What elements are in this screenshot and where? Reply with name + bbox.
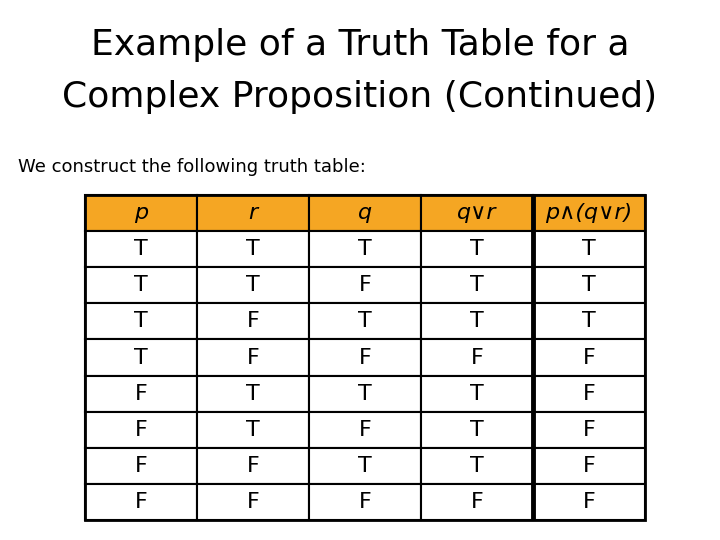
Text: T: T <box>358 383 372 403</box>
Text: T: T <box>134 239 148 259</box>
Bar <box>85 303 197 340</box>
Bar <box>85 231 197 267</box>
Bar <box>85 375 197 411</box>
Text: T: T <box>582 312 596 332</box>
Bar <box>197 484 309 520</box>
Text: F: F <box>359 275 372 295</box>
Text: p∧(q∨r): p∧(q∨r) <box>546 203 633 223</box>
Bar <box>197 303 309 340</box>
Text: T: T <box>134 312 148 332</box>
Bar <box>197 411 309 448</box>
Text: p: p <box>134 203 148 223</box>
Bar <box>309 484 421 520</box>
Text: F: F <box>135 420 148 440</box>
Bar <box>85 448 197 484</box>
Text: F: F <box>359 348 372 368</box>
Text: F: F <box>135 456 148 476</box>
Text: T: T <box>246 275 260 295</box>
Bar <box>533 303 645 340</box>
Text: F: F <box>359 492 372 512</box>
Bar <box>421 340 533 375</box>
Text: F: F <box>247 348 259 368</box>
Text: T: T <box>582 239 596 259</box>
Text: F: F <box>359 420 372 440</box>
Text: F: F <box>135 383 148 403</box>
Bar <box>309 375 421 411</box>
Bar <box>197 231 309 267</box>
Bar <box>197 340 309 375</box>
Text: q: q <box>358 203 372 223</box>
Text: T: T <box>246 420 260 440</box>
Bar <box>309 303 421 340</box>
Text: F: F <box>471 492 483 512</box>
Bar <box>421 303 533 340</box>
Bar <box>85 411 197 448</box>
Text: Complex Proposition (Continued): Complex Proposition (Continued) <box>63 80 657 114</box>
Bar <box>197 267 309 303</box>
Text: T: T <box>246 383 260 403</box>
Text: F: F <box>582 492 595 512</box>
Text: T: T <box>470 383 484 403</box>
Text: Example of a Truth Table for a: Example of a Truth Table for a <box>91 28 629 62</box>
Bar <box>421 267 533 303</box>
Bar <box>309 411 421 448</box>
Text: T: T <box>470 456 484 476</box>
Bar <box>309 231 421 267</box>
Text: F: F <box>247 492 259 512</box>
Bar <box>533 340 645 375</box>
Bar <box>85 484 197 520</box>
Bar <box>85 267 197 303</box>
Bar <box>421 375 533 411</box>
Text: T: T <box>246 239 260 259</box>
Bar <box>533 195 645 231</box>
Bar <box>421 484 533 520</box>
Text: F: F <box>135 492 148 512</box>
Bar <box>533 484 645 520</box>
Bar <box>85 195 197 231</box>
Bar <box>533 231 645 267</box>
Text: T: T <box>358 456 372 476</box>
Text: T: T <box>582 275 596 295</box>
Bar <box>197 448 309 484</box>
Bar <box>533 267 645 303</box>
Bar <box>533 411 645 448</box>
Bar <box>309 448 421 484</box>
Text: F: F <box>582 348 595 368</box>
Text: T: T <box>134 275 148 295</box>
Text: F: F <box>582 420 595 440</box>
Bar <box>421 195 533 231</box>
Text: q∨r: q∨r <box>457 203 497 223</box>
Bar <box>85 195 645 520</box>
Text: T: T <box>358 239 372 259</box>
Text: T: T <box>470 275 484 295</box>
Text: We construct the following truth table:: We construct the following truth table: <box>18 158 366 176</box>
Bar <box>309 267 421 303</box>
Bar <box>309 340 421 375</box>
Text: F: F <box>471 348 483 368</box>
Bar <box>533 448 645 484</box>
Text: T: T <box>358 312 372 332</box>
Bar <box>197 375 309 411</box>
Text: F: F <box>247 312 259 332</box>
Bar <box>85 340 197 375</box>
Text: r: r <box>248 203 258 223</box>
Text: T: T <box>470 420 484 440</box>
Text: T: T <box>470 312 484 332</box>
Bar <box>421 231 533 267</box>
Bar <box>421 411 533 448</box>
Text: F: F <box>247 456 259 476</box>
Bar <box>309 195 421 231</box>
Bar <box>421 448 533 484</box>
Text: F: F <box>582 456 595 476</box>
Text: T: T <box>470 239 484 259</box>
Text: F: F <box>582 383 595 403</box>
Bar <box>197 195 309 231</box>
Bar <box>533 375 645 411</box>
Text: T: T <box>134 348 148 368</box>
